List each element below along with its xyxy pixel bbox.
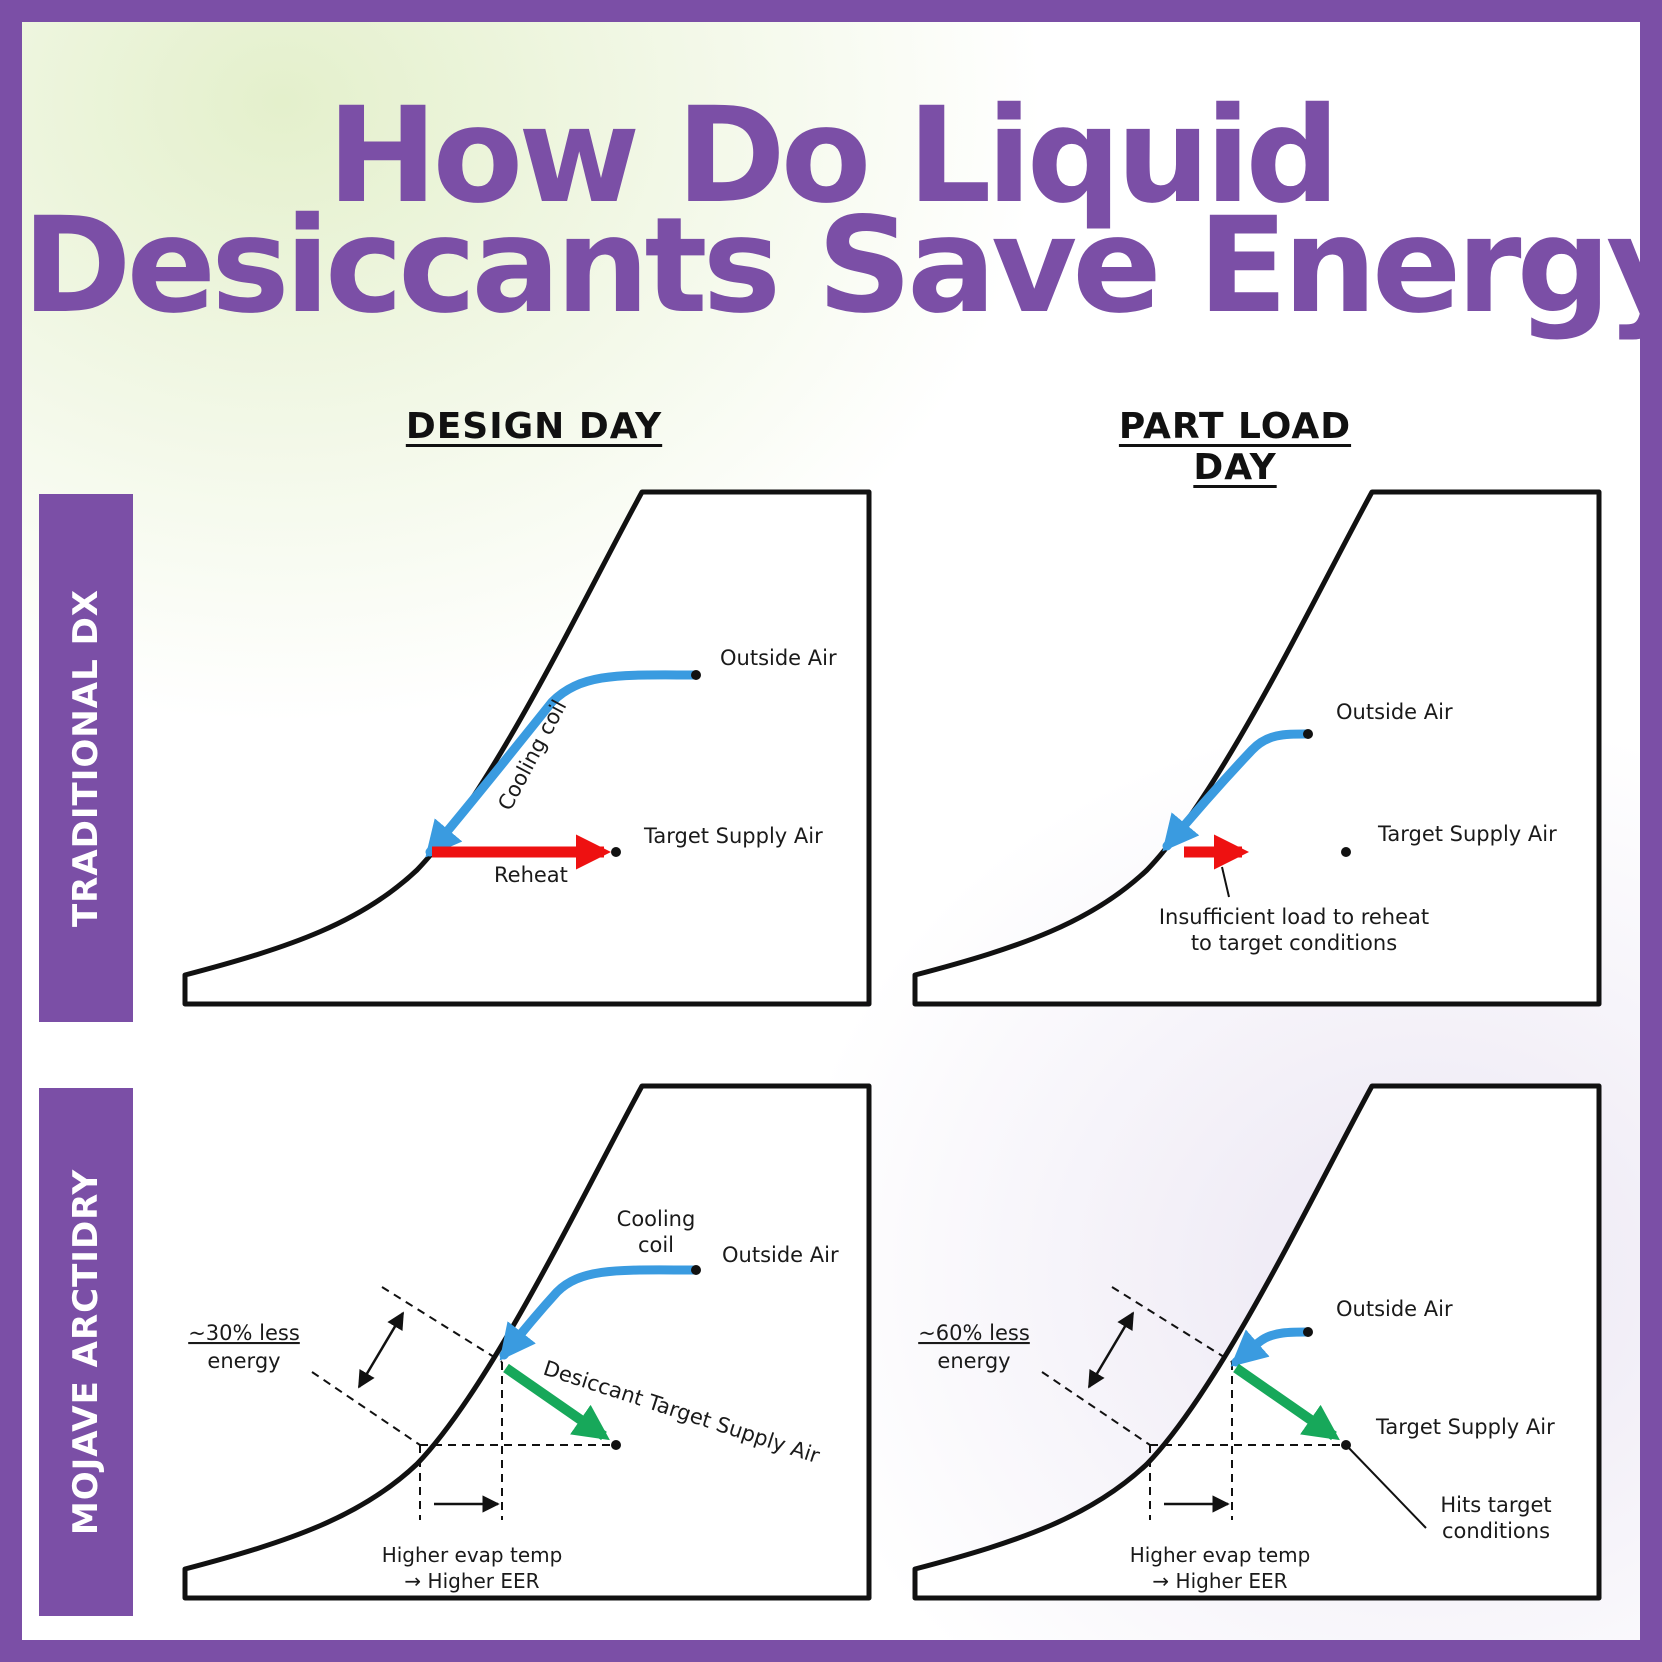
dashed-guide-upper [381,1286,503,1363]
energy-savings-arrow [1087,1311,1135,1389]
evap-temp-line-2: → Higher EER [1152,1569,1287,1593]
panel-mojave-part-load: Outside Air Target Supply Air ~60% less … [912,1083,1602,1601]
outside-air-point [1303,1327,1313,1337]
reheat-label: Reheat [494,863,568,887]
dashed-guide-lower [1041,1371,1151,1446]
row-band-mojave-arctidry: MOJAVE ARCTIDRY [39,1088,133,1616]
dashed-guide-lower [311,1371,421,1446]
target-supply-air-point [611,1440,621,1450]
outside-air-label: Outside Air [720,646,837,670]
target-supply-air-point [611,847,621,857]
target-supply-air-point [1341,847,1351,857]
note-pointer-line [1221,866,1230,898]
title-line-1: How Do Liquid [327,79,1340,233]
dashed-guide-upper [1111,1286,1233,1363]
desiccant-arrow [1233,1363,1340,1441]
cooling-coil-arrow [499,1265,701,1361]
energy-savings-line-2: energy [937,1349,1010,1373]
column-heading-part-load-day: PART LOAD DAY [1118,406,1352,488]
outside-air-point [691,670,701,680]
panel-mojave-design: Cooling coil Outside Air Desiccant Targe… [182,1083,872,1601]
outside-air-label: Outside Air [1336,1297,1453,1321]
evap-temp-line-1: Higher evap temp [382,1543,563,1567]
energy-savings-arrow [357,1311,405,1389]
desiccant-arrow [503,1363,610,1441]
target-supply-air-label: Target Supply Air [1375,1415,1555,1439]
outside-air-point [1303,729,1313,739]
target-supply-air-label: Target Supply Air [643,824,823,848]
cooling-coil-arrow [1162,729,1311,852]
energy-savings-line-1: ~30% less [188,1321,300,1345]
panel-traditional-part-load: Outside Air Target Supply Air Insufficie… [912,489,1602,1007]
evap-temp-line-2: → Higher EER [404,1569,539,1593]
outside-air-label: Outside Air [722,1243,839,1267]
cooling-coil-arrow [1230,1327,1313,1367]
hits-target-line-1: Hits target [1440,1493,1551,1517]
energy-savings-line-2: energy [207,1349,280,1373]
cooling-coil-label-line-2: coil [638,1233,674,1257]
energy-savings-line-1: ~60% less [918,1321,1030,1345]
outside-air-point [691,1265,701,1275]
cooling-coil-arrow [425,670,701,858]
target-supply-air-label: Target Supply Air [1377,822,1557,846]
outside-air-label: Outside Air [1336,700,1453,724]
column-heading-design-day: DESIGN DAY [405,406,663,447]
target-supply-air-point [1341,1440,1351,1450]
panel-traditional-design: Outside Air Cooling coil Target Supply A… [182,489,872,1007]
psychrometric-diagrams: Outside Air Cooling coil Target Supply A… [182,489,1602,1601]
row-band-traditional-dx: TRADITIONAL DX [39,494,133,1022]
insufficient-load-note-line-1: Insufficient load to reheat [1159,905,1429,929]
hits-target-line-2: conditions [1442,1519,1550,1543]
title-line-2: Desiccants Save Energy? [22,189,1662,343]
evap-temp-line-1: Higher evap temp [1130,1543,1311,1567]
cooling-coil-label-line-1: Cooling [617,1207,696,1231]
hits-target-pointer-line [1345,1444,1427,1529]
insufficient-load-note-line-2: to target conditions [1191,931,1397,955]
